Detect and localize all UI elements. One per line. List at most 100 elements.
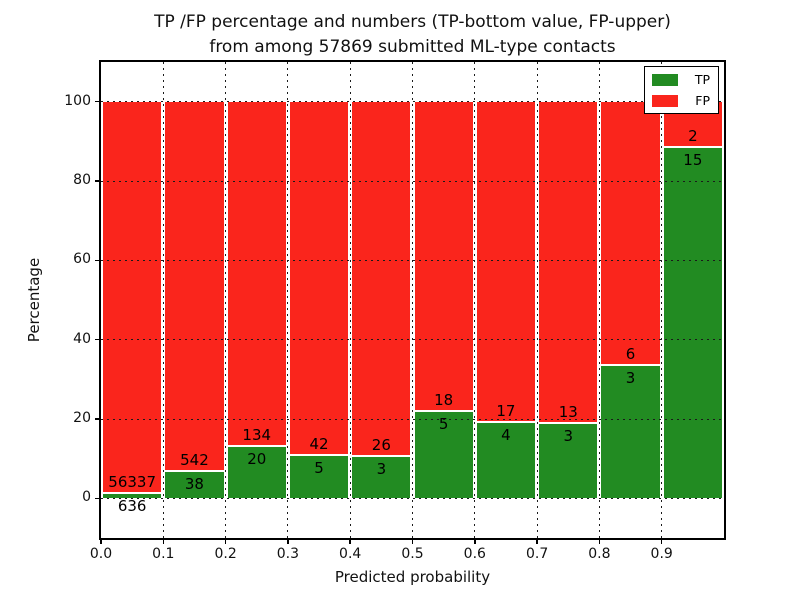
fp-count-label: 56337 <box>108 472 156 491</box>
tp-count-label: 5 <box>438 415 449 434</box>
y-tick-mark <box>95 338 99 341</box>
bar-segment-tp <box>412 412 475 499</box>
bar-segment-tp <box>225 446 288 499</box>
x-tick-mark <box>474 540 476 544</box>
y-tick-label: 40 <box>73 330 91 347</box>
bar-segment-tp <box>163 472 226 499</box>
tp-count-label: 15 <box>683 151 703 170</box>
x-tick-mark <box>224 540 227 544</box>
bar-segment-tp <box>537 423 600 499</box>
vertical-gridline <box>661 62 663 538</box>
y-tick-mark <box>95 180 99 182</box>
y-tick-mark <box>95 259 99 262</box>
x-tick-label: 0.5 <box>401 546 424 562</box>
y-tick-label: 60 <box>73 251 91 268</box>
x-tick-mark <box>162 540 165 544</box>
bar-segment-fp <box>599 101 662 367</box>
fp-count-label: 134 <box>242 425 272 444</box>
vertical-gridline <box>287 62 289 538</box>
x-tick-mark <box>349 540 351 544</box>
fp-count-label: 26 <box>371 436 391 455</box>
x-tick-mark <box>287 540 289 544</box>
y-tick-mark <box>95 418 99 420</box>
bar-segment-fp <box>101 101 164 494</box>
tp-color-swatch <box>652 73 678 86</box>
vertical-gridline <box>225 62 227 538</box>
legend-label-fp: FP <box>695 93 710 108</box>
bar-segment-tp <box>599 366 662 499</box>
vertical-gridline <box>474 62 476 538</box>
x-tick-mark <box>598 540 601 544</box>
x-tick-mark <box>660 540 663 544</box>
chart-title-line1: TP /FP percentage and numbers (TP-bottom… <box>154 12 671 32</box>
chart-title: TP /FP percentage and numbers (TP-bottom… <box>101 10 724 59</box>
bar-segment-fp <box>287 101 351 457</box>
fp-count-label: 2 <box>688 127 698 146</box>
horizontal-gridline <box>101 497 724 499</box>
tp-count-label: 636 <box>117 496 147 515</box>
bar-segment-tp <box>287 456 351 499</box>
bar-segment-tp <box>661 148 724 499</box>
tp-count-label: 3 <box>563 426 574 445</box>
bar-segment-tp <box>474 422 538 499</box>
legend: TP FP <box>644 66 719 114</box>
bar-segment-fp <box>537 101 600 424</box>
fp-color-swatch <box>652 94 678 107</box>
fp-count-label: 6 <box>625 345 636 364</box>
vertical-gridline <box>349 62 351 538</box>
vertical-gridline <box>162 62 164 538</box>
vertical-gridline <box>412 62 413 538</box>
x-tick-label: 0.6 <box>463 546 486 562</box>
y-tick-mark <box>95 497 99 500</box>
x-tick-mark <box>536 540 538 544</box>
fp-count-label: 542 <box>180 451 209 470</box>
y-axis-label: Percentage <box>25 257 43 343</box>
bar-segment-fp <box>350 101 413 458</box>
y-tick-mark <box>95 100 99 103</box>
tp-count-label: 20 <box>247 449 267 468</box>
fp-count-label: 18 <box>434 391 454 410</box>
x-tick-label: 0.8 <box>588 546 611 562</box>
x-tick-label: 0.4 <box>339 546 362 562</box>
legend-label-tp: TP <box>694 72 710 87</box>
vertical-gridline <box>536 62 538 538</box>
tp-count-label: 3 <box>376 460 387 479</box>
fp-count-label: 13 <box>558 402 578 421</box>
horizontal-gridline <box>101 101 724 103</box>
legend-entry-tp: TP <box>652 72 710 87</box>
bar-segment-fp <box>225 101 288 447</box>
bar-segment-fp <box>163 101 226 473</box>
tp-count-label: 38 <box>184 475 204 494</box>
x-tick-label: 0.0 <box>89 546 113 562</box>
horizontal-gridline <box>101 180 724 182</box>
x-tick-mark <box>100 540 102 544</box>
y-tick-label: 0 <box>82 489 91 506</box>
y-tick-label: 100 <box>64 92 91 109</box>
x-tick-label: 0.7 <box>525 546 549 562</box>
chart-title-line2: from among 57869 submitted ML-type conta… <box>209 36 616 57</box>
bar-segment-tp <box>350 457 413 499</box>
x-tick-label: 0.2 <box>214 546 237 562</box>
plot-area: TP FP 56337 636 542 38 134 20 42 5 26 3 18 5 17 4 13 3 6… <box>99 60 726 540</box>
horizontal-gridline <box>101 339 724 341</box>
y-tick-label: 20 <box>73 410 91 426</box>
tp-count-label: 5 <box>314 459 324 478</box>
legend-entry-fp: FP <box>652 93 710 108</box>
vertical-gridline <box>598 62 600 538</box>
fp-count-label: 17 <box>496 401 516 420</box>
bar-segment-fp <box>474 101 538 423</box>
x-tick-label: 0.9 <box>650 546 673 562</box>
x-axis-label: Predicted probability <box>334 568 491 586</box>
x-tick-mark <box>411 540 414 544</box>
tp-count-label: 3 <box>625 369 636 388</box>
tp-count-label: 4 <box>501 425 511 444</box>
x-tick-label: 0.3 <box>276 546 300 562</box>
fp-count-label: 42 <box>309 435 329 454</box>
y-tick-label: 80 <box>73 172 91 188</box>
horizontal-gridline <box>101 418 724 420</box>
x-tick-label: 0.1 <box>152 546 175 562</box>
horizontal-gridline <box>101 259 724 261</box>
bar-segment-fp <box>412 101 475 413</box>
bar-segment-tp <box>101 493 164 499</box>
